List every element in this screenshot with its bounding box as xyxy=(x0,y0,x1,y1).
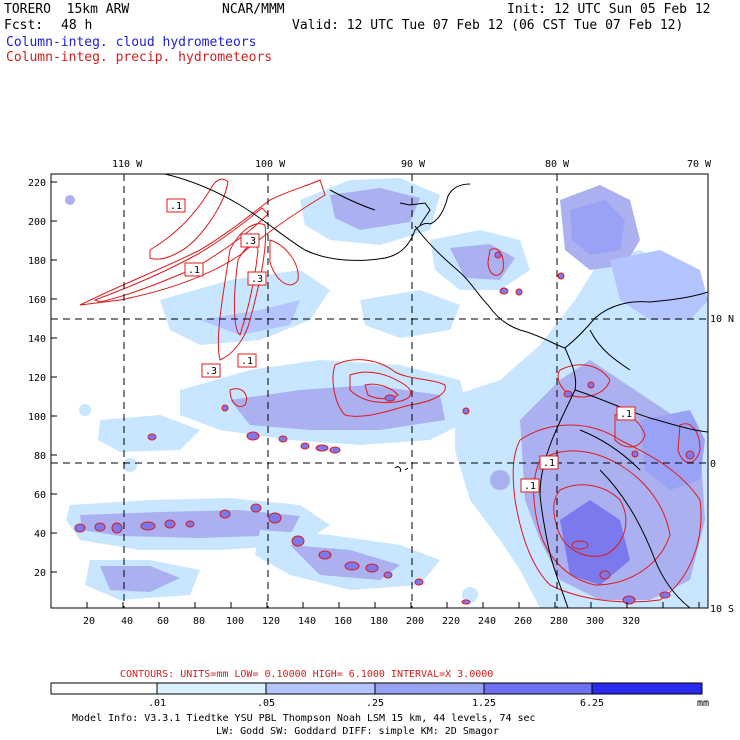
svg-text:.3: .3 xyxy=(251,274,263,285)
colorbar-labels: .01 .05 .25 1.25 6.25 mm xyxy=(148,698,709,709)
lat-label-10s: 10 S xyxy=(710,604,734,615)
lon-label-80w: 80 W xyxy=(545,159,570,170)
footer-physics: LW: Godd SW: Goddard DIFF: simple KM: 2D… xyxy=(216,726,499,737)
colorbar-bin-3 xyxy=(374,682,485,695)
x-tick-label: 160 xyxy=(334,616,352,627)
lat-label-0: 0 xyxy=(710,459,716,470)
x-tick-label: 80 xyxy=(193,616,205,627)
y-tick-label: 180 xyxy=(28,256,46,267)
field-precip-title: Column-integ. precip. hydrometeors xyxy=(6,50,273,65)
svg-text:.1: .1 xyxy=(241,356,253,367)
x-tick-label: 320 xyxy=(622,616,640,627)
colorbar-bin-0 xyxy=(50,682,158,695)
y-tick-label: 40 xyxy=(34,529,46,540)
svg-text:.3: .3 xyxy=(205,366,217,377)
contour-labels: .1 .3 .1 .3 .1 .3 .1 .1 xyxy=(166,198,636,493)
fcst-value: 48 h xyxy=(61,18,93,33)
x-tick-label: 240 xyxy=(478,616,496,627)
x-tick-label: 260 xyxy=(514,616,532,627)
colorbar-label: .25 xyxy=(366,698,384,709)
contour-label-box: .1 xyxy=(184,262,204,277)
x-ticks xyxy=(86,602,700,608)
colorbar-bin-4 xyxy=(483,682,593,695)
contour-label-box: .3 xyxy=(201,363,221,378)
field-cloud-title: Column-integ. cloud hydrometeors xyxy=(6,35,257,50)
y-tick-label: 160 xyxy=(28,295,46,306)
lon-label-90w: 90 W xyxy=(401,159,426,170)
contour-label-box: .3 xyxy=(240,233,260,248)
model-name: TORERO 15km ARW xyxy=(4,2,130,17)
x-tick-label: 120 xyxy=(262,616,280,627)
x-tick-label: 140 xyxy=(298,616,316,627)
footer-model-info: Model Info: V3.3.1 Tiedtke YSU PBL Thomp… xyxy=(72,713,536,724)
fcst-label: Fcst: xyxy=(4,18,44,33)
map-frame xyxy=(50,173,709,609)
y-tick-label: 120 xyxy=(28,373,46,384)
svg-text:.1: .1 xyxy=(170,201,182,212)
svg-text:.1: .1 xyxy=(524,481,536,492)
colorbar-label: .05 xyxy=(257,698,275,709)
svg-text:.1: .1 xyxy=(620,409,632,420)
x-tick-label: 20 xyxy=(83,616,95,627)
svg-text:.1: .1 xyxy=(188,265,200,276)
x-tick-label: 300 xyxy=(586,616,604,627)
colorbar-unit: mm xyxy=(697,698,709,709)
svg-text:.3: .3 xyxy=(244,236,256,247)
y-tick-label: 140 xyxy=(28,334,46,345)
colorbar-label: .01 xyxy=(148,698,166,709)
x-tick-label: 200 xyxy=(406,616,424,627)
y-tick-label: 220 xyxy=(28,178,46,189)
lon-label-100w: 100 W xyxy=(255,159,286,170)
colorbar-label: 1.25 xyxy=(472,698,496,709)
contour-label-box: .1 xyxy=(520,478,540,493)
y-tick-labels: 220 200 180 160 140 120 100 80 60 40 20 xyxy=(28,178,46,579)
x-tick-label: 180 xyxy=(370,616,388,627)
contour-label-box: .1 xyxy=(616,406,636,421)
x-tick-label: 100 xyxy=(226,616,244,627)
x-tick-label: 60 xyxy=(157,616,169,627)
lon-label-110w: 110 W xyxy=(112,159,143,170)
contour-label-box: .1 xyxy=(166,198,186,213)
colorbar-bin-1 xyxy=(156,682,267,695)
lon-label-70w: 70 W xyxy=(687,159,712,170)
center-name: NCAR/MMM xyxy=(222,2,285,17)
colorbar-bin-5 xyxy=(591,682,703,695)
graticule xyxy=(51,174,708,608)
y-ticks xyxy=(51,181,57,573)
x-tick-labels: 20 40 60 80 100 120 140 160 180 200 220 … xyxy=(83,616,640,627)
colorbar-label: 6.25 xyxy=(580,698,604,709)
lat-labels: 10 N 0 10 S xyxy=(710,314,734,615)
lat-label-10n: 10 N xyxy=(710,314,734,325)
contour-label-box: .1 xyxy=(237,353,257,368)
valid-time: Valid: 12 UTC Tue 07 Feb 12 (06 CST Tue … xyxy=(292,18,684,33)
y-tick-label: 200 xyxy=(28,217,46,228)
x-tick-label: 220 xyxy=(442,616,460,627)
y-tick-label: 60 xyxy=(34,490,46,501)
y-tick-label: 80 xyxy=(34,451,46,462)
contour-label-box: .3 xyxy=(247,271,267,286)
precip-cores xyxy=(74,251,695,605)
x-tick-label: 40 xyxy=(121,616,133,627)
lon-labels: 110 W 100 W 90 W 80 W 70 W xyxy=(112,159,712,170)
coastlines xyxy=(164,174,708,608)
y-tick-label: 20 xyxy=(34,568,46,579)
colorbar xyxy=(50,682,703,695)
contour-label-box: .1 xyxy=(539,455,559,470)
contours-info: CONTOURS: UNITS=mm LOW= 0.10000 HIGH= 6.… xyxy=(120,669,493,680)
svg-text:.1: .1 xyxy=(543,458,555,469)
init-time: Init: 12 UTC Sun 05 Feb 12 xyxy=(507,2,711,17)
colorbar-bin-2 xyxy=(265,682,376,695)
y-tick-label: 100 xyxy=(28,412,46,423)
x-tick-label: 280 xyxy=(550,616,568,627)
